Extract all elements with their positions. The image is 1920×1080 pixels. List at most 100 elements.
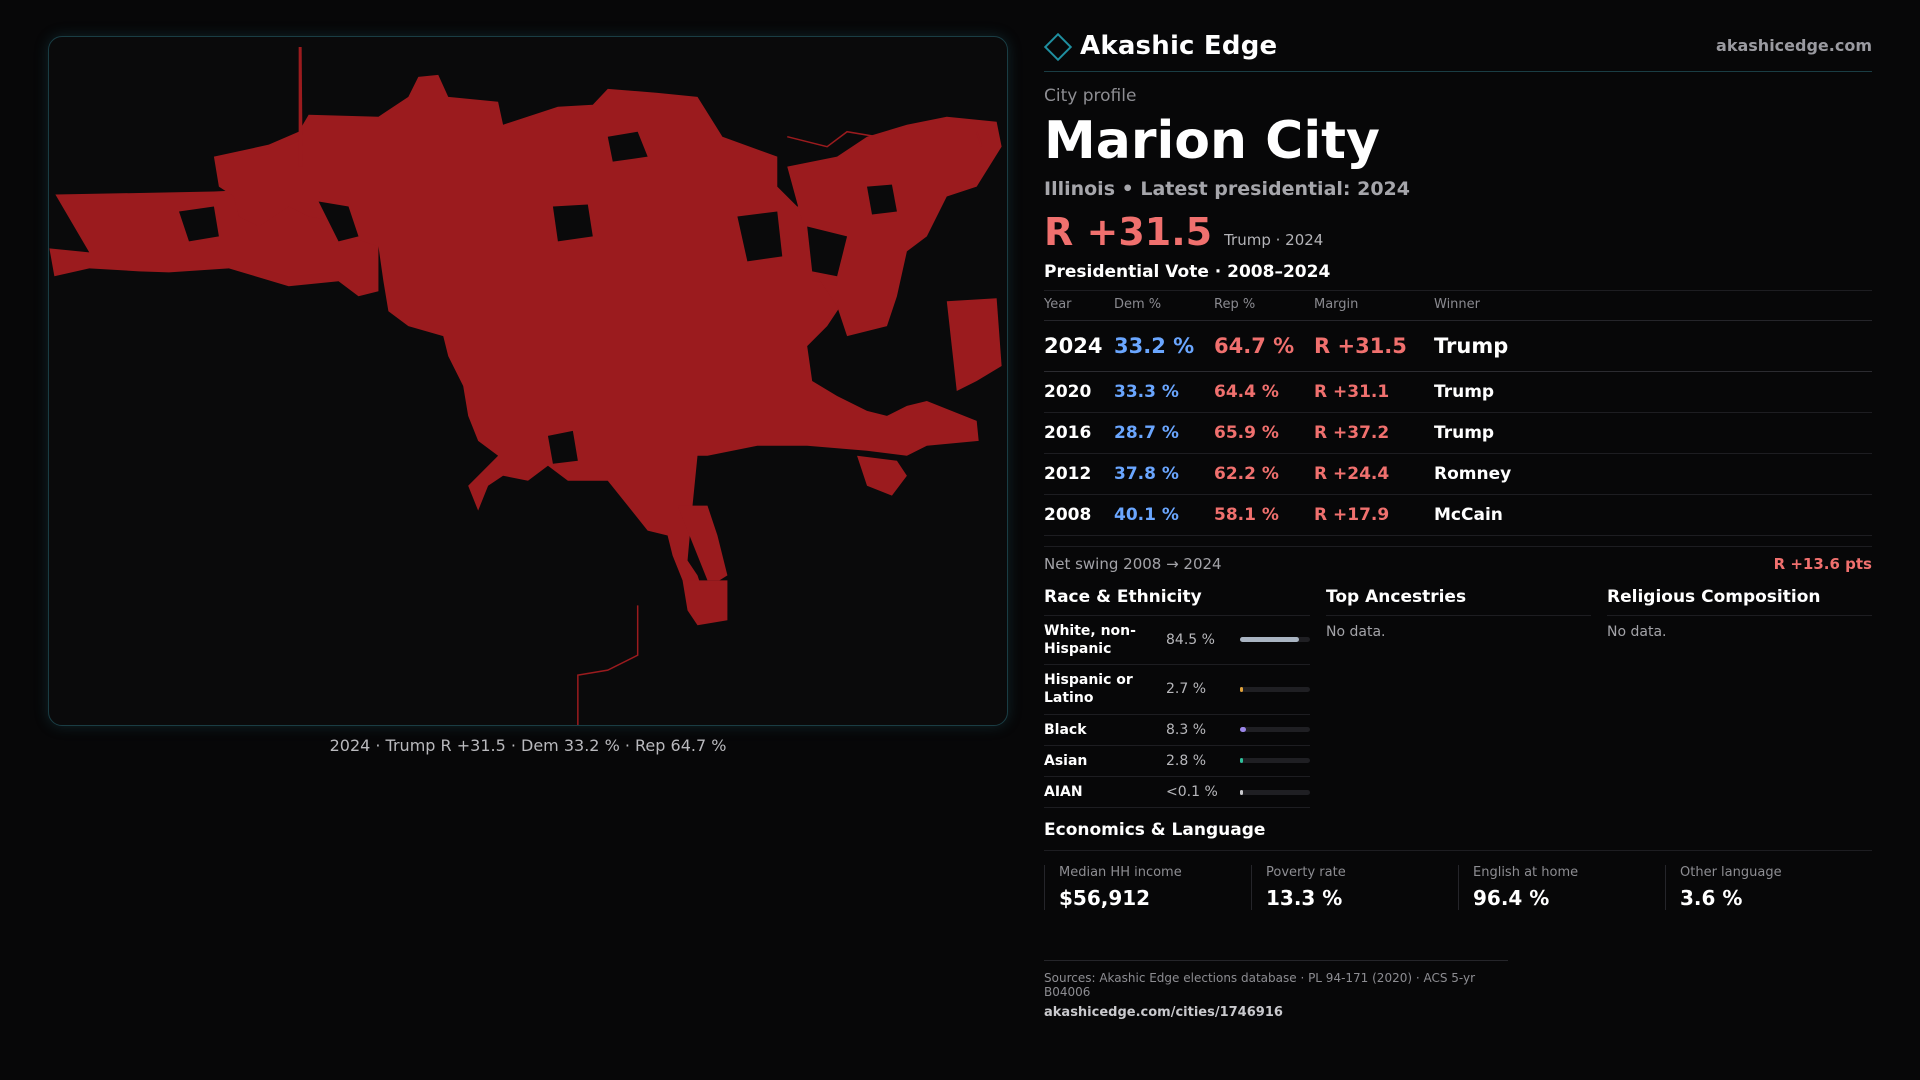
cell-dem: 33.3 % <box>1114 371 1214 413</box>
cell-rep: 58.1 % <box>1214 494 1314 536</box>
race-row: Hispanic or Latino 2.7 % <box>1044 665 1310 715</box>
cell-margin: R +37.2 <box>1314 412 1434 454</box>
table-row: 2024 33.2 % 64.7 % R +31.5 Trump <box>1044 320 1872 372</box>
econ-card-other-language: Other language 3.6 % <box>1665 865 1872 911</box>
race-percent: 8.3 % <box>1166 721 1207 738</box>
cell-year: 2008 <box>1044 494 1114 536</box>
presidential-vote-title: Presidential Vote · 2008–2024 <box>1044 262 1872 291</box>
city-profile-panel: Akashic Edge akashicedge.com City profil… <box>1043 30 1872 1020</box>
cell-year: 2012 <box>1044 453 1114 495</box>
race-bar <box>1240 789 1310 795</box>
cell-rep: 62.2 % <box>1214 453 1314 495</box>
brand-name: Akashic Edge <box>1080 30 1278 61</box>
race-label: AIAN <box>1044 783 1083 800</box>
economics-title: Economics & Language <box>1044 820 1872 852</box>
brand-url-link[interactable]: akashicedge.com <box>1716 36 1872 55</box>
boundary-lines <box>577 130 983 725</box>
race-percent: <0.1 % <box>1166 784 1218 801</box>
sources-text: Sources: Akashic Edge elections database… <box>1044 971 1476 1000</box>
cell-rep: 64.7 % <box>1214 320 1314 372</box>
econ-card-english: English at home 96.4 % <box>1458 865 1665 911</box>
map-caption: 2024 · Trump R +31.5 · Dem 33.2 % · Rep … <box>329 736 727 755</box>
cell-dem: 28.7 % <box>1114 412 1214 454</box>
table-row: 2008 40.1 % 58.1 % R +17.9 McCain <box>1044 494 1872 536</box>
race-bar <box>1240 686 1310 692</box>
econ-value: 96.4 % <box>1473 886 1550 911</box>
cell-margin: R +31.1 <box>1314 371 1434 413</box>
religion-title: Religious Composition <box>1607 587 1872 616</box>
brand[interactable]: Akashic Edge <box>1043 30 1278 61</box>
race-ethnicity-list: White, non-Hispanic 84.5 % Hispanic or Lat… <box>1044 616 1310 809</box>
race-bar-fill <box>1240 686 1243 692</box>
net-swing-label: Net swing 2008 → 2024 <box>1044 554 1222 573</box>
race-bar <box>1240 758 1310 764</box>
cell-rep: 65.9 % <box>1214 412 1314 454</box>
cell-winner: Romney <box>1434 453 1872 495</box>
cell-year: 2020 <box>1044 371 1114 413</box>
cell-winner: McCain <box>1434 494 1872 536</box>
header-margin: Margin <box>1314 290 1434 321</box>
cell-dem: 37.8 % <box>1114 453 1214 495</box>
table-row: 2016 28.7 % 65.9 % R +37.2 Trump <box>1044 412 1872 454</box>
cell-margin: R +31.5 <box>1314 320 1434 372</box>
ancestries-panel: Top Ancestries No data. <box>1326 587 1591 808</box>
cell-rep: 64.4 % <box>1214 371 1314 413</box>
ancestries-empty: No data. <box>1326 623 1386 640</box>
page-subtitle: Illinois • Latest presidential: 2024 <box>1044 177 1411 200</box>
headline-note: Trump · 2024 <box>1224 230 1324 249</box>
headline-margin: R +31.5 <box>1044 209 1213 254</box>
race-row: White, non-Hispanic 84.5 % <box>1044 616 1310 666</box>
page-title: Marion City <box>1044 111 1380 171</box>
cell-year: 2024 <box>1044 320 1114 372</box>
race-bar <box>1240 727 1310 733</box>
econ-label: Poverty rate <box>1266 865 1346 881</box>
race-row: AIAN <0.1 % <box>1044 777 1310 809</box>
race-label: Asian <box>1044 752 1088 769</box>
cell-winner: Trump <box>1434 371 1872 413</box>
race-percent: 84.5 % <box>1166 631 1215 648</box>
city-boundary-shape <box>49 46 1002 626</box>
econ-label: Other language <box>1680 865 1782 881</box>
race-ethnicity-panel: Race & Ethnicity White, non-Hispanic 84.5… <box>1044 587 1310 809</box>
econ-label: English at home <box>1473 865 1579 881</box>
race-label: White, non-Hispanic <box>1044 622 1136 657</box>
race-bar-fill <box>1240 758 1243 764</box>
header-rep: Rep % <box>1214 290 1314 321</box>
econ-value: 3.6 % <box>1680 886 1743 911</box>
header-dem: Dem % <box>1114 290 1214 321</box>
race-row: Asian 2.8 % <box>1044 746 1310 777</box>
boundary-gaps <box>179 131 897 464</box>
city-map[interactable] <box>48 36 1008 726</box>
ancestries-title: Top Ancestries <box>1326 587 1591 616</box>
page-kicker: City profile <box>1044 86 1137 106</box>
table-row: 2012 37.8 % 62.2 % R +24.4 Romney <box>1044 453 1872 495</box>
cell-margin: R +24.4 <box>1314 453 1434 495</box>
presidential-vote-table: Year Dem % Rep % Margin Winner 2024 33.2… <box>1044 290 1872 536</box>
brand-bar: Akashic Edge akashicedge.com <box>1043 30 1872 72</box>
table-row: 2020 33.3 % 64.4 % R +31.1 Trump <box>1044 371 1872 413</box>
econ-card-poverty: Poverty rate 13.3 % <box>1251 865 1458 911</box>
race-row: Black 8.3 % <box>1044 715 1310 746</box>
net-swing: Net swing 2008 → 2024 R +13.6 pts <box>1044 545 1872 573</box>
economics-cards: Median HH income $56,912 Poverty rate 13… <box>1044 865 1872 911</box>
race-bar <box>1240 637 1310 643</box>
race-bar-fill <box>1240 789 1243 795</box>
race-ethnicity-title: Race & Ethnicity <box>1044 587 1310 616</box>
header-winner: Winner <box>1434 290 1872 321</box>
race-percent: 2.8 % <box>1166 752 1207 769</box>
religion-panel: Religious Composition No data. <box>1607 587 1872 808</box>
table-header-row: Year Dem % Rep % Margin Winner <box>1044 290 1872 321</box>
headline-result: R +31.5 Trump · 2024 <box>1044 210 1872 254</box>
race-bar-fill <box>1240 727 1246 733</box>
city-boundary-map <box>49 46 1002 725</box>
religion-empty: No data. <box>1607 623 1667 640</box>
sources-footer: Sources: Akashic Edge elections database… <box>1044 960 1508 1020</box>
diamond-logo-icon <box>1043 32 1073 61</box>
header-year: Year <box>1044 290 1114 321</box>
sources-url-link[interactable]: akashicedge.com/cities/1746916 <box>1044 1005 1283 1021</box>
cell-year: 2016 <box>1044 412 1114 454</box>
econ-value: $56,912 <box>1059 886 1151 911</box>
econ-card-income: Median HH income $56,912 <box>1044 865 1251 911</box>
cell-dem: 33.2 % <box>1114 320 1214 372</box>
cell-dem: 40.1 % <box>1114 494 1214 536</box>
